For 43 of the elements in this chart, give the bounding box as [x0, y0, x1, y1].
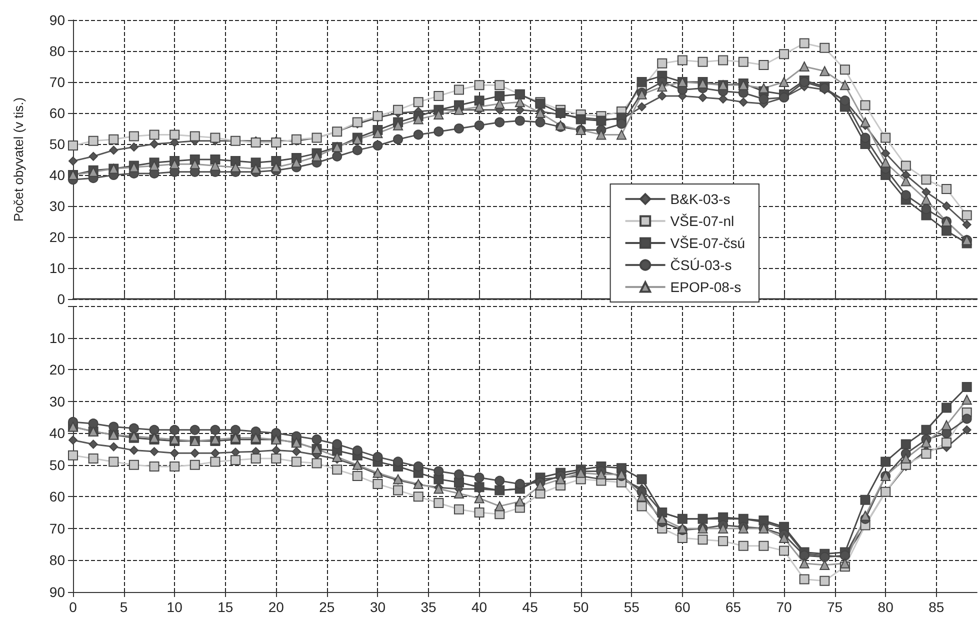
y-tick-label: 80 — [49, 552, 66, 568]
y-tick-label: 90 — [49, 584, 66, 600]
y-tick-label: 0 — [57, 291, 66, 307]
x-tick-label: 40 — [472, 599, 488, 615]
legend-label: EPOP-08-s — [670, 279, 742, 295]
y-tick-label: 70 — [49, 74, 66, 90]
y-tick-label: 80 — [49, 43, 66, 59]
legend-label: VŠE-07-nl — [670, 213, 734, 229]
y-axis-title: Počet obyvatel (v tis.) — [11, 97, 26, 222]
x-tick-label: 80 — [878, 599, 894, 615]
y-tick-label: 30 — [49, 393, 66, 410]
x-tick-label: 50 — [573, 599, 589, 615]
y-tick-label: 60 — [49, 488, 66, 505]
y-tick-label: 40 — [49, 425, 66, 442]
x-tick-label: 15 — [218, 599, 234, 615]
x-tick-label: 0 — [69, 599, 78, 615]
y-tick-label: 10 — [49, 260, 66, 276]
legend-label: B&K-03-s — [670, 191, 730, 207]
legend-label: ČSÚ-03-s — [670, 257, 732, 273]
x-tick-label: 55 — [624, 599, 640, 615]
y-tick-label: 90 — [49, 12, 66, 28]
x-tick-label: 10 — [166, 599, 183, 615]
y-tick-label: 50 — [49, 136, 66, 152]
legend-label: VŠE-07-čsú — [670, 235, 746, 251]
x-tick-label: 65 — [725, 599, 742, 615]
x-tick-label: 25 — [319, 599, 335, 615]
y-tick-label: 10 — [49, 330, 66, 346]
x-tick-label: 60 — [674, 599, 690, 615]
x-tick-label: 75 — [827, 599, 843, 615]
x-tick-label: 20 — [268, 599, 284, 615]
y-tick-label: 20 — [49, 229, 66, 245]
x-tick-label: 85 — [928, 599, 944, 615]
y-tick-label: 70 — [49, 520, 66, 536]
y-tick-label: 20 — [49, 362, 66, 378]
x-tick-label: 5 — [120, 599, 128, 615]
y-tick-label: 50 — [49, 456, 66, 473]
x-tick-label: 45 — [522, 599, 538, 615]
x-tick-label: 70 — [776, 599, 792, 615]
x-tick-label: 35 — [420, 599, 437, 615]
y-tick-label: 30 — [49, 198, 66, 214]
y-tick-label: 40 — [49, 167, 66, 183]
y-tick-label: 60 — [49, 105, 66, 121]
x-tick-label: 30 — [370, 599, 386, 615]
